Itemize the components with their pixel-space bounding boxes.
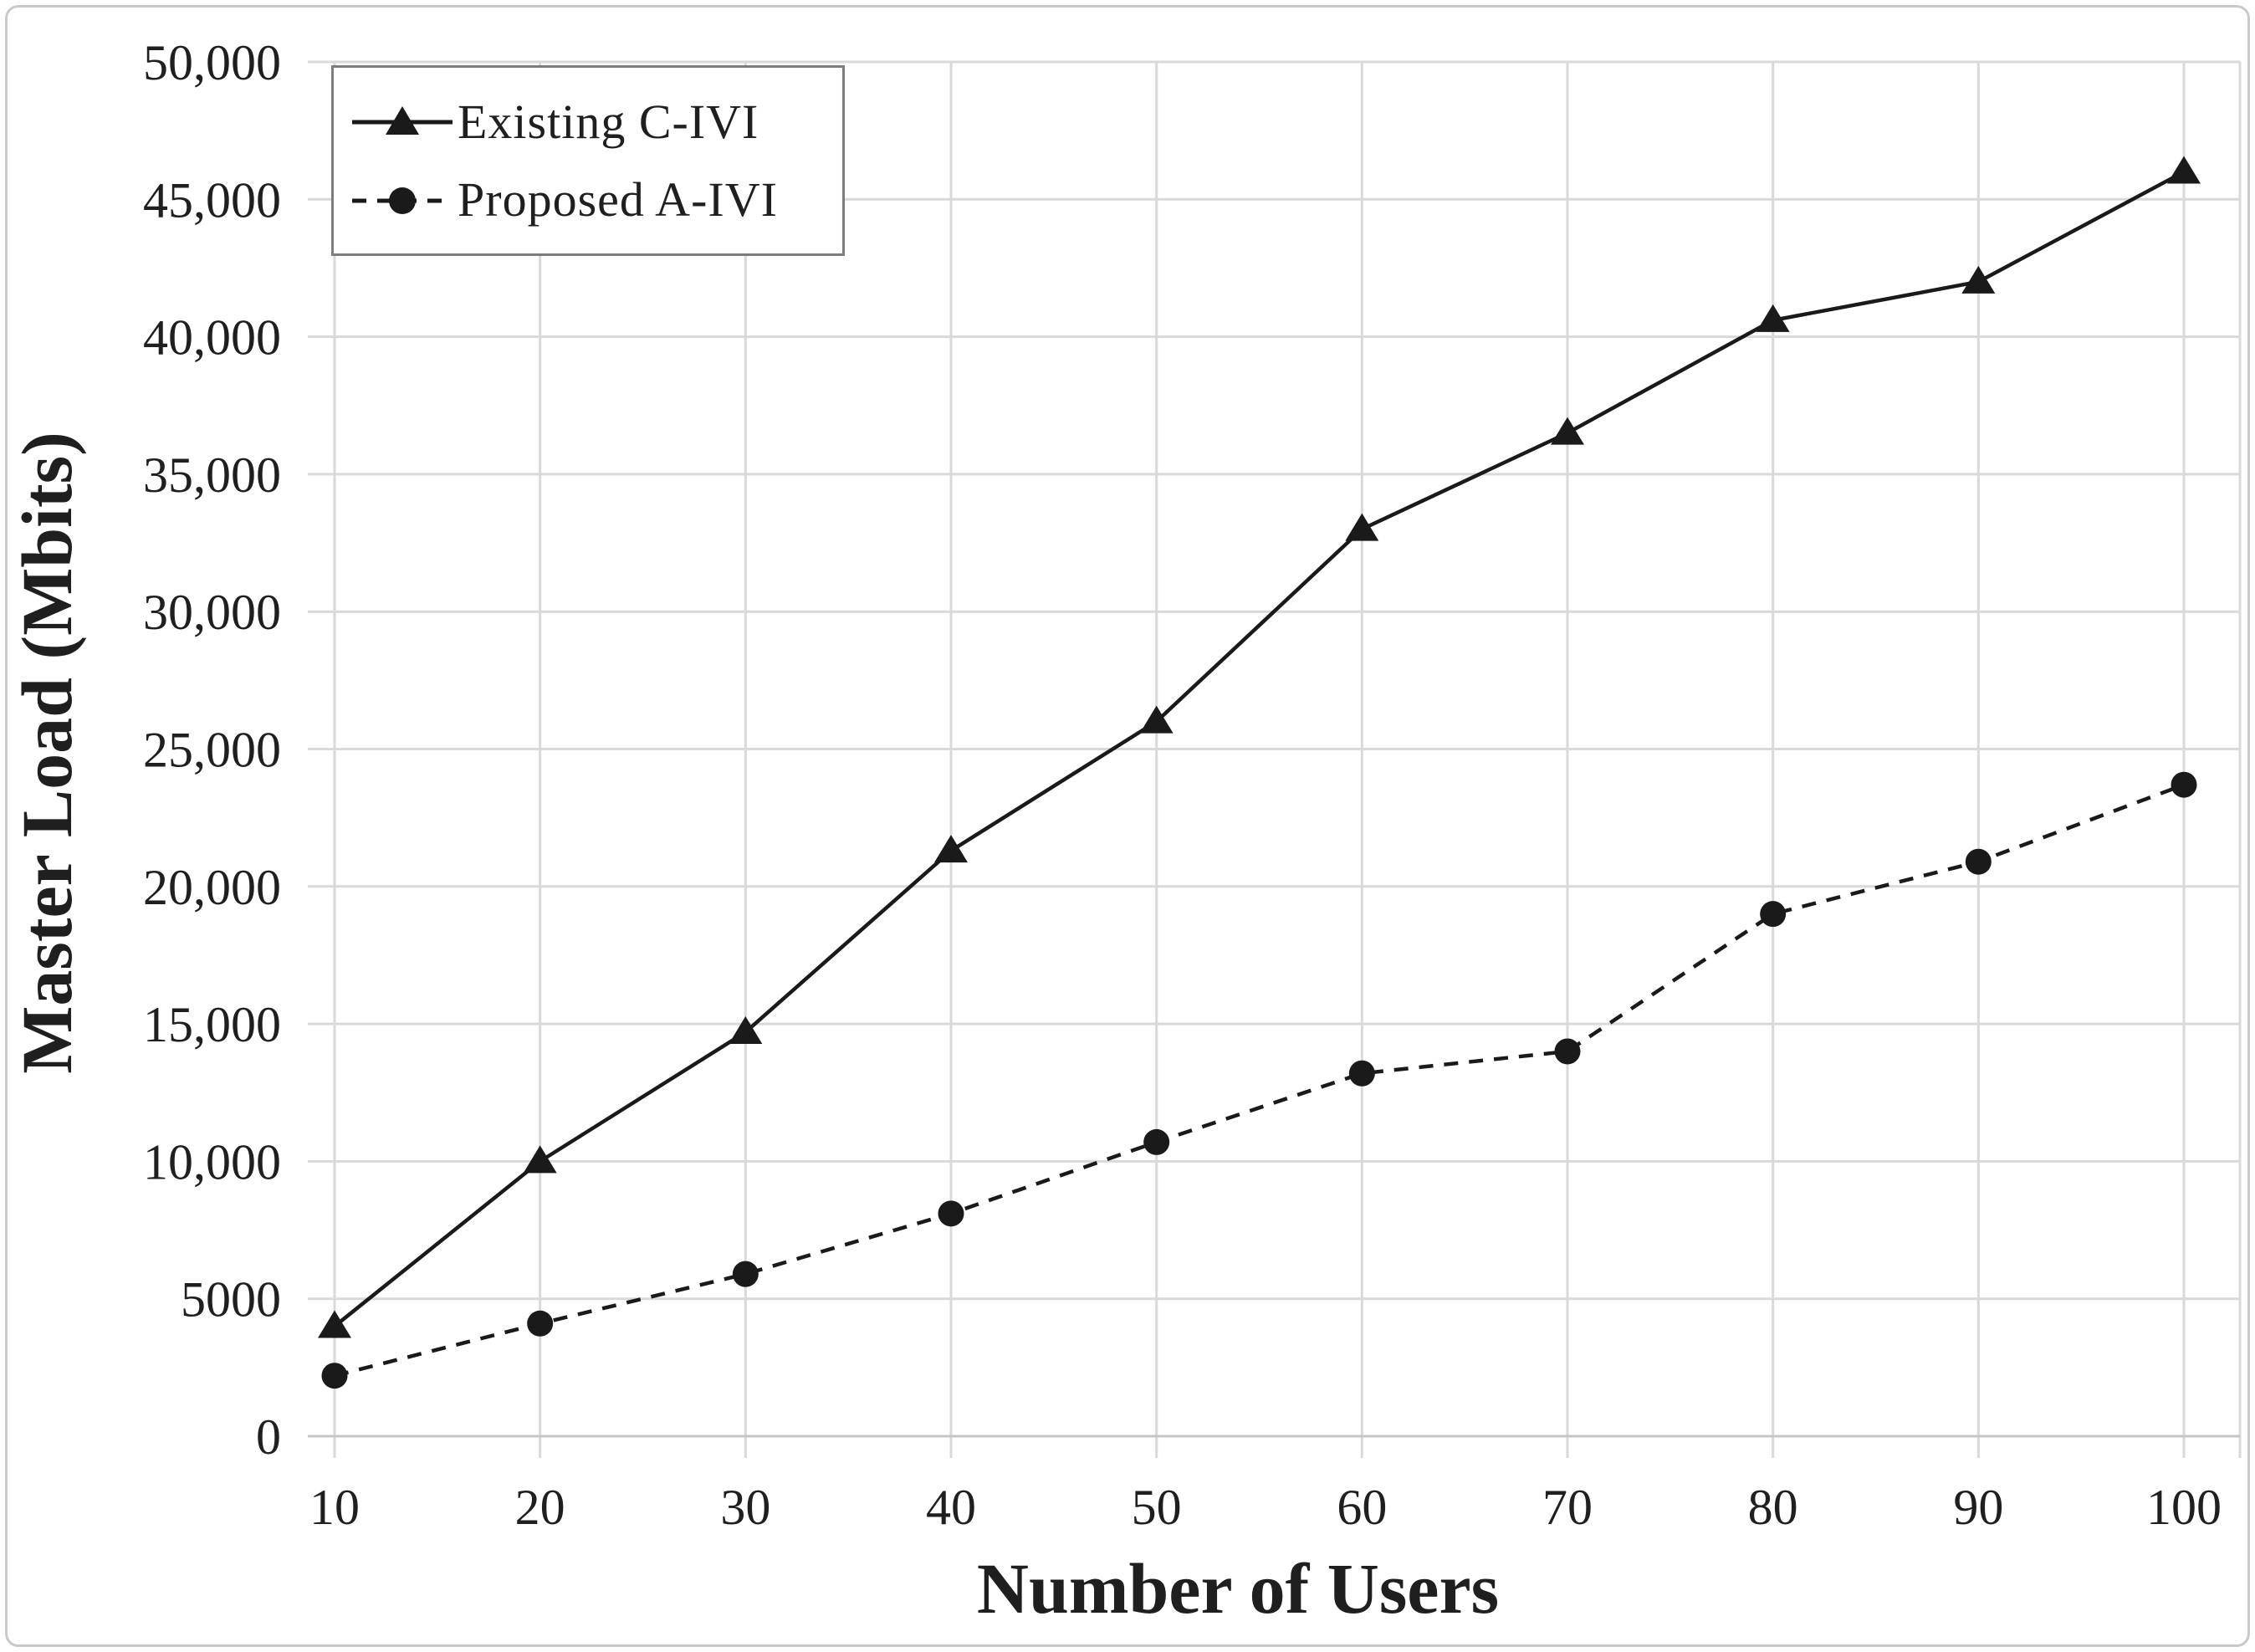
legend-item-proposed-a-ivi: Proposed A-IVI (349, 171, 834, 228)
triangle-marker (934, 835, 968, 863)
x-tick-label: 50 (1132, 1480, 1182, 1535)
y-tick-label: 15,000 (143, 997, 281, 1052)
circle-marker (732, 1261, 759, 1287)
triangle-marker (729, 1015, 763, 1044)
y-tick-label: 10,000 (143, 1134, 281, 1189)
x-tick-label: 20 (515, 1480, 565, 1535)
legend: Existing C-IVI Proposed A-IVI (331, 65, 845, 256)
y-axis-title: Master Load (Mbits) (7, 432, 87, 1074)
x-tick-label: 100 (2146, 1480, 2222, 1535)
circle-marker (1348, 1060, 1375, 1087)
triangle-marker (1139, 705, 1174, 734)
y-tick-label: 35,000 (143, 448, 281, 503)
x-tick-label: 70 (1542, 1480, 1593, 1535)
circle-marker (1760, 901, 1787, 928)
x-axis-title: Number of Users (977, 1548, 1499, 1629)
triangle-marker (1345, 513, 1379, 541)
circle-marker (2171, 771, 2197, 798)
y-tick-label: 25,000 (143, 723, 281, 778)
dashed-line-circle-marker-icon (352, 187, 453, 214)
triangle-marker (2167, 156, 2201, 184)
circle-marker (1554, 1038, 1581, 1065)
y-tick-label: 40,000 (143, 310, 281, 366)
legend-label-existing-c-ivi: Existing C-IVI (458, 94, 759, 149)
y-tick-label: 30,000 (143, 585, 281, 640)
triangle-marker (1961, 265, 1996, 294)
y-tick-label: 50,000 (143, 35, 281, 90)
gridlines (308, 60, 2242, 1458)
legend-item-existing-c-ivi: Existing C-IVI (349, 94, 834, 150)
series-line-solid (333, 170, 2186, 1328)
series-plot (318, 156, 2201, 1389)
x-tick-label: 60 (1337, 1480, 1387, 1535)
triangle-marker (523, 1145, 557, 1174)
x-tick-label: 90 (1953, 1480, 2003, 1535)
y-tick-label: 0 (256, 1409, 281, 1465)
x-tick-label: 40 (926, 1480, 976, 1535)
solid-line-triangle-marker-icon (352, 106, 453, 136)
y-tick-label: 20,000 (143, 860, 281, 915)
x-tick-label: 80 (1748, 1480, 1798, 1535)
triangle-marker (1756, 304, 1790, 332)
triangle-marker (1551, 417, 1584, 445)
series-line-dashed (334, 783, 2185, 1378)
circle-marker (321, 1363, 348, 1389)
circle-marker (527, 1310, 554, 1337)
circle-marker (1965, 848, 1992, 875)
circle-marker (1143, 1128, 1170, 1155)
y-tick-label: 5000 (181, 1272, 281, 1327)
figure-frame (5, 5, 2250, 1647)
legend-label-proposed-a-ivi: Proposed A-IVI (458, 172, 778, 228)
x-tick-label: 10 (309, 1480, 360, 1535)
circle-marker (938, 1200, 964, 1227)
y-tick-label: 45,000 (143, 172, 281, 228)
x-tick-label: 30 (720, 1480, 770, 1535)
tick-labels: 0 5000 10,000 15,000 20,000 25,000 30,000 35,00… (143, 35, 2222, 1535)
triangle-marker (318, 1310, 351, 1338)
